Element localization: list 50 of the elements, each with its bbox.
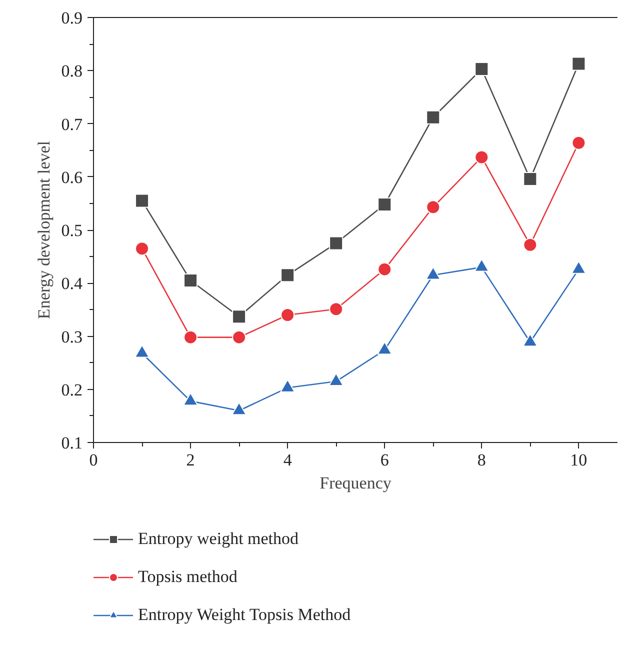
x-tick-label: 8 <box>477 450 486 470</box>
point <box>426 266 441 280</box>
x-axis-title: Frequency <box>320 474 392 492</box>
point <box>134 344 150 358</box>
y-tick-label: 0.4 <box>61 274 83 294</box>
x-tick-label: 4 <box>283 450 292 470</box>
y-tick-label: 0.8 <box>61 62 82 81</box>
point <box>426 110 440 124</box>
point <box>232 310 246 324</box>
y-tick-label: 0.3 <box>61 327 82 346</box>
x-tick-label: 6 <box>380 450 389 470</box>
point <box>523 238 538 252</box>
point <box>378 262 392 276</box>
point <box>474 62 489 76</box>
point <box>183 392 198 406</box>
point <box>280 268 295 282</box>
x-tick-label: 10 <box>570 450 588 470</box>
point <box>280 379 296 392</box>
y-tick-label: 0.6 <box>61 168 82 187</box>
point <box>328 372 344 386</box>
point <box>378 198 392 212</box>
point <box>184 273 198 288</box>
y-tick-label: 0.5 <box>61 221 82 240</box>
legend-label: Entropy Weight Topsis Method <box>138 605 351 625</box>
point <box>523 172 538 186</box>
point <box>329 302 344 316</box>
legend-label: Entropy weight method <box>138 529 299 549</box>
point <box>232 402 247 416</box>
y-axis-title: Energy development level <box>34 140 54 320</box>
point <box>474 150 489 164</box>
point <box>135 242 150 256</box>
point <box>135 194 150 208</box>
point <box>572 56 586 71</box>
y-tick-label: 0.9 <box>61 8 82 28</box>
point <box>426 200 440 214</box>
x-tick-label: 2 <box>186 450 195 470</box>
point <box>232 330 246 344</box>
point <box>522 334 538 347</box>
point <box>474 258 490 272</box>
y-tick-label: 0.7 <box>61 114 83 134</box>
x-tick-label: 0 <box>89 450 98 470</box>
legend-label: Topsis method <box>138 567 238 587</box>
point <box>280 308 295 322</box>
point <box>184 330 198 344</box>
point <box>572 136 586 150</box>
point <box>377 341 392 355</box>
point <box>329 236 344 250</box>
y-tick-label: 0.2 <box>61 380 82 400</box>
point <box>571 260 586 274</box>
y-tick-label: 0.1 <box>61 434 82 452</box>
